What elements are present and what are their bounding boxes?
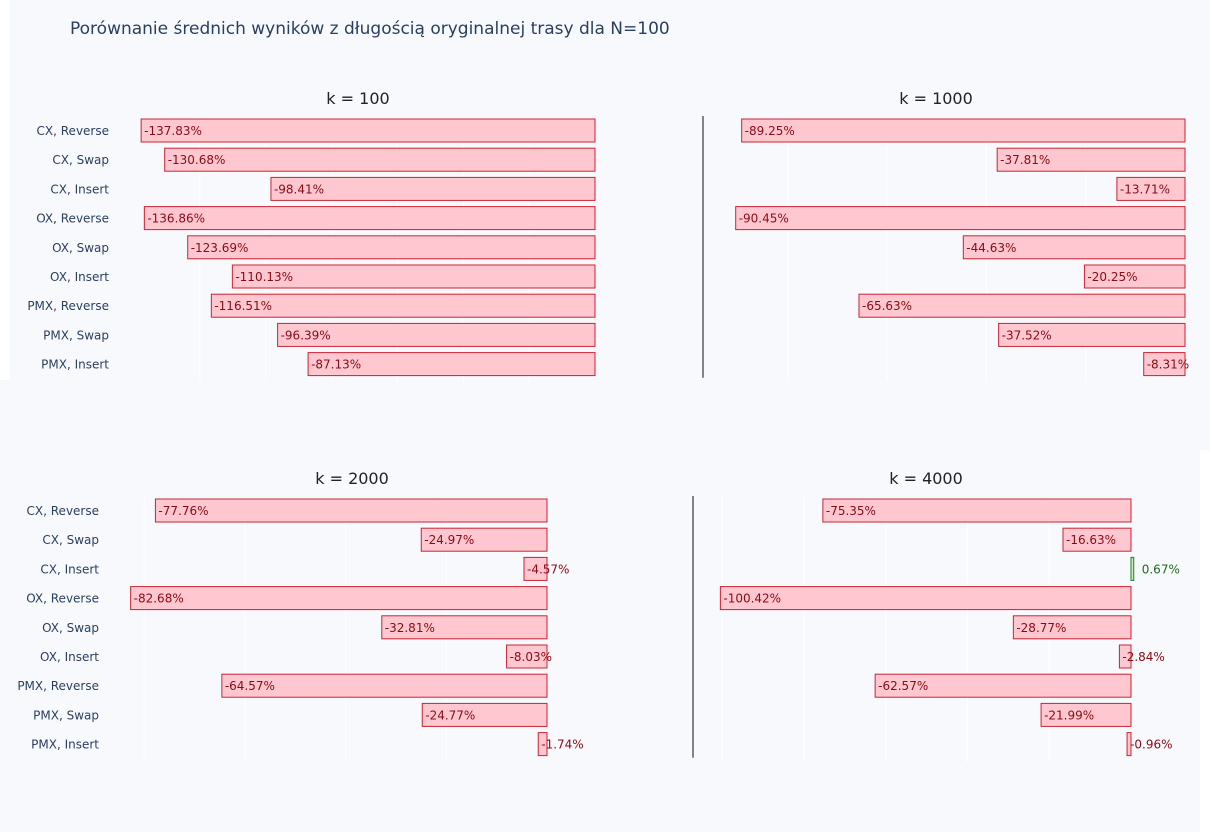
bar [1126,732,1132,757]
data-label: -123.69% [191,241,249,255]
category-label: PMX, Insert [41,358,109,372]
data-label: -77.76% [158,504,208,518]
bar [421,702,548,727]
category-label: PMX, Swap [33,708,99,722]
data-label: -62.57% [878,679,928,693]
bar [154,498,548,523]
bar [130,586,548,611]
category-label: OX, Swap [42,621,99,635]
data-label: -28.77% [1016,621,1066,635]
bar [506,644,548,669]
category-label: OX, Reverse [26,592,99,606]
bar [187,235,596,260]
category-label: PMX, Swap [43,328,109,342]
category-label: OX, Swap [52,241,109,255]
subplot-title: k = 4000 [889,469,963,488]
bar [307,352,596,377]
data-label: -24.97% [424,533,474,547]
category-label: CX, Swap [52,153,109,167]
data-label: -0.96% [1130,738,1172,752]
bar [1062,527,1132,552]
data-label: -2.84% [1122,650,1164,664]
bar [998,322,1186,347]
bar [277,322,596,347]
data-label: -8.31% [1147,358,1189,372]
data-label: -24.77% [425,708,475,722]
bar [420,527,548,552]
data-label: -8.03% [510,650,552,664]
subplot-title: k = 1000 [899,89,973,108]
data-label: -37.81% [1000,153,1050,167]
bar [741,118,1186,143]
data-label: -110.13% [235,270,293,284]
data-label: -16.63% [1066,533,1116,547]
bar [381,615,548,640]
page-title: Porównanie średnich wyników z długością … [70,19,670,39]
category-label: CX, Reverse [37,124,109,138]
category-label: OX, Reverse [36,212,109,226]
bar [735,206,1186,231]
data-label: -137.83% [144,124,202,138]
category-label: OX, Insert [40,650,99,664]
data-label: -96.39% [281,328,331,342]
category-label: CX, Swap [42,533,99,547]
data-label: -1.74% [541,738,583,752]
bar [140,118,596,143]
data-label: -32.81% [385,621,435,635]
category-label: OX, Insert [50,270,109,284]
category-label: CX, Insert [50,182,109,196]
bar [874,673,1132,698]
bar [231,264,596,289]
bar [962,235,1186,260]
bar [1130,556,1135,581]
category-label: PMX, Reverse [17,679,99,693]
data-label: -89.25% [745,124,795,138]
bar [858,293,1186,318]
data-label: -130.68% [168,153,226,167]
bar [210,293,596,318]
category-label: PMX, Reverse [27,299,109,313]
category-label: PMX, Insert [31,738,99,752]
bar [270,176,596,201]
data-label: 0.67% [1142,562,1180,576]
data-label: -98.41% [274,182,324,196]
data-label: -64.57% [225,679,275,693]
category-label: CX, Reverse [27,504,99,518]
subplot-title: k = 2000 [315,469,389,488]
data-label: -100.42% [723,592,781,606]
data-label: -44.63% [966,241,1016,255]
bar [164,147,596,172]
data-label: -82.68% [134,592,184,606]
bar [996,147,1186,172]
data-label: -65.63% [862,299,912,313]
data-label: -4.57% [527,562,569,576]
bar [221,673,548,698]
bar [1040,702,1132,727]
bar [822,498,1132,523]
bar [1012,615,1132,640]
bar [719,586,1132,611]
data-label: -116.51% [214,299,272,313]
bar [537,732,548,757]
data-label: -13.71% [1120,182,1170,196]
data-label: -75.35% [826,504,876,518]
bar [523,556,548,581]
bar [1083,264,1186,289]
data-label: -21.99% [1044,708,1094,722]
subplot-title: k = 100 [326,89,389,108]
data-label: -136.86% [147,212,205,226]
data-label: -90.45% [739,212,789,226]
data-label: -37.52% [1002,328,1052,342]
bar [1116,176,1186,201]
data-label: -20.25% [1087,270,1137,284]
category-label: CX, Insert [40,562,99,576]
bar [1118,644,1132,669]
bar [1143,352,1186,377]
bar [143,206,596,231]
data-label: -87.13% [311,358,361,372]
